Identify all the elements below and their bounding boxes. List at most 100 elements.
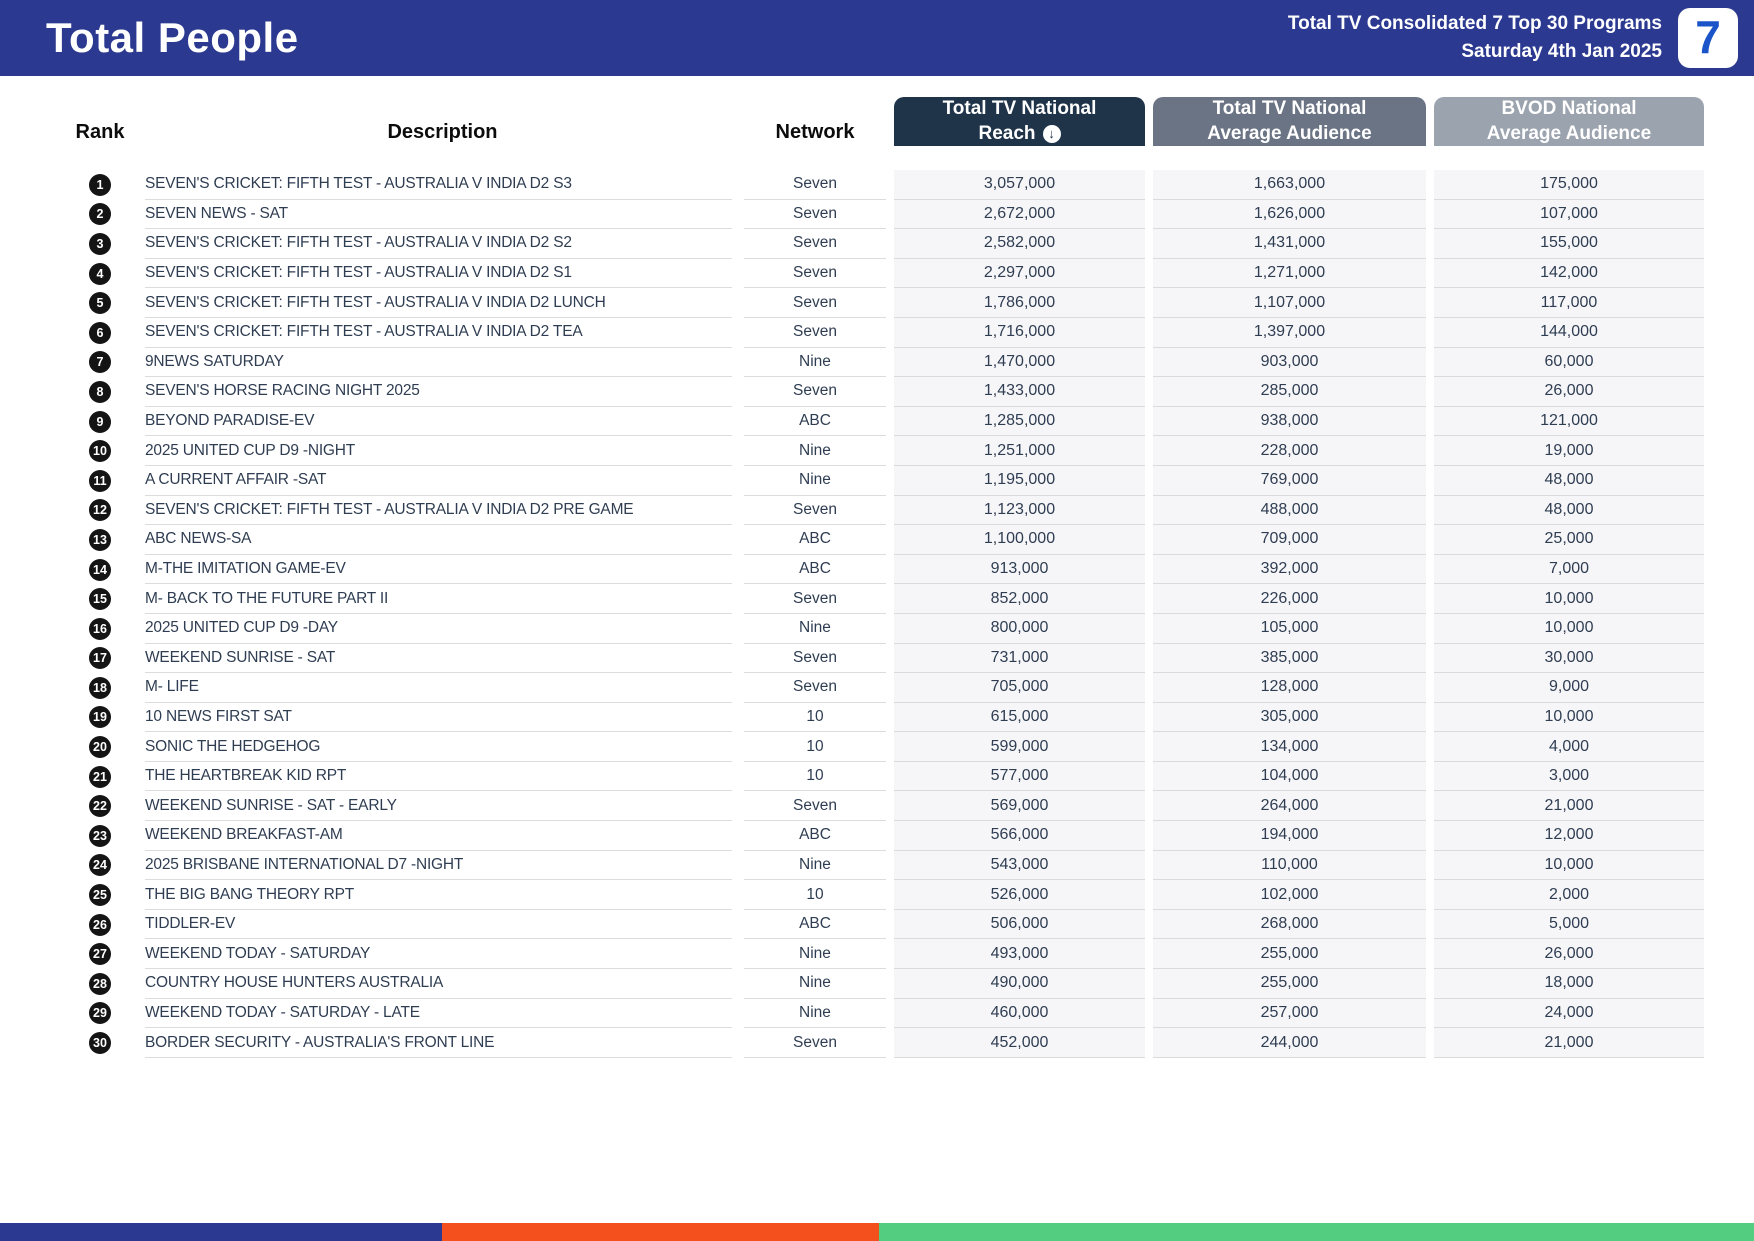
- rank-badge: 6: [89, 321, 111, 344]
- network-cell: Nine: [740, 999, 890, 1029]
- reach-cell: 1,786,000: [890, 288, 1149, 318]
- reach-cell: 2,582,000: [890, 229, 1149, 259]
- footer-bar-segment-blue: [0, 1223, 442, 1241]
- rank-badge: 18: [89, 676, 111, 699]
- bvod-audience-value: 60,000: [1434, 347, 1704, 378]
- description-cell: SEVEN'S CRICKET: FIFTH TEST - AUSTRALIA …: [145, 170, 740, 200]
- bvod-audience-value: 107,000: [1434, 199, 1704, 230]
- rank-badge: 24: [89, 854, 111, 877]
- bvod-audience-value: 155,000: [1434, 229, 1704, 259]
- network-cell: ABC: [740, 525, 890, 555]
- rank-cell: 28: [55, 969, 145, 999]
- network-cell: Seven: [740, 644, 890, 674]
- reach-value: 599,000: [894, 732, 1145, 762]
- bvod-cell: 9,000: [1430, 673, 1708, 703]
- bvod-header-line2: Average Audience: [1486, 122, 1652, 144]
- description-cell: BEYOND PARADISE-EV: [145, 407, 740, 437]
- bvod-column-header[interactable]: BVOD National Average Audience: [1434, 97, 1704, 147]
- network-value: Seven: [744, 229, 886, 259]
- program-description: BEYOND PARADISE-EV: [145, 407, 732, 437]
- avg-audience-value: 392,000: [1153, 554, 1426, 585]
- bvod-audience-value: 7,000: [1434, 554, 1704, 585]
- avg-audience-cell: 257,000: [1149, 998, 1430, 1029]
- reach-column-header[interactable]: Total TV National Reach ↓: [894, 97, 1145, 147]
- bvod-cell: 2,000: [1430, 880, 1708, 910]
- reach-column-header-cell: Total TV National Reach ↓: [890, 95, 1149, 170]
- avg-audience-value: 257,000: [1153, 998, 1426, 1029]
- reach-value: 1,100,000: [894, 525, 1145, 555]
- reach-cell: 1,195,000: [890, 465, 1149, 496]
- table-row: 16 2025 UNITED CUP D9 -DAY Nine 800,000 …: [55, 613, 1708, 644]
- network-cell: ABC: [740, 555, 890, 585]
- rank-badge: 1: [89, 173, 111, 196]
- description-cell: 2025 BRISBANE INTERNATIONAL D7 -NIGHT: [145, 851, 740, 881]
- bvod-audience-value: 10,000: [1434, 702, 1704, 733]
- program-description: SONIC THE HEDGEHOG: [145, 732, 732, 762]
- bvod-header-line1: BVOD National: [1501, 98, 1637, 119]
- network-column-header: Network: [775, 121, 855, 143]
- bvod-audience-value: 30,000: [1434, 643, 1704, 674]
- avg-audience-value: 385,000: [1153, 643, 1426, 674]
- avg-audience-column-header[interactable]: Total TV National Average Audience: [1153, 97, 1426, 147]
- program-description: SEVEN NEWS - SAT: [145, 200, 732, 230]
- rank-cell: 21: [55, 762, 145, 792]
- rank-badge: 21: [89, 765, 111, 788]
- network-cell: Seven: [740, 200, 890, 230]
- program-description: THE HEARTBREAK KID RPT: [145, 762, 732, 792]
- reach-value: 2,672,000: [894, 199, 1145, 230]
- rank-badge: 15: [89, 588, 111, 611]
- reach-cell: 569,000: [890, 791, 1149, 822]
- network-value: Seven: [744, 584, 886, 614]
- bvod-audience-value: 10,000: [1434, 613, 1704, 644]
- bvod-cell: 144,000: [1430, 317, 1708, 348]
- rank-cell: 13: [55, 525, 145, 555]
- reach-value: 460,000: [894, 998, 1145, 1029]
- bvod-cell: 26,000: [1430, 939, 1708, 970]
- program-description: SEVEN'S CRICKET: FIFTH TEST - AUSTRALIA …: [145, 170, 732, 200]
- rank-cell: 19: [55, 703, 145, 733]
- rank-cell: 2: [55, 200, 145, 230]
- bvod-audience-value: 10,000: [1434, 584, 1704, 614]
- bvod-cell: 121,000: [1430, 406, 1708, 437]
- report-subtitle: Total TV Consolidated 7 Top 30 Programs …: [1288, 10, 1662, 65]
- rank-badge: 30: [89, 1032, 111, 1055]
- description-cell: WEEKEND SUNRISE - SAT - EARLY: [145, 791, 740, 822]
- rank-cell: 8: [55, 377, 145, 407]
- avg-audience-cell: 102,000: [1149, 880, 1430, 910]
- program-description: A CURRENT AFFAIR -SAT: [145, 466, 732, 496]
- bvod-audience-value: 24,000: [1434, 998, 1704, 1029]
- description-cell: WEEKEND SUNRISE - SAT: [145, 644, 740, 674]
- program-description: M- BACK TO THE FUTURE PART II: [145, 584, 732, 614]
- bvod-cell: 60,000: [1430, 347, 1708, 378]
- network-cell: Seven: [740, 259, 890, 289]
- bvod-cell: 21,000: [1430, 1028, 1708, 1058]
- description-cell: SEVEN'S HORSE RACING NIGHT 2025: [145, 377, 740, 407]
- avg-audience-cell: 709,000: [1149, 525, 1430, 555]
- program-description: SEVEN'S CRICKET: FIFTH TEST - AUSTRALIA …: [145, 496, 732, 526]
- table-row: 23 WEEKEND BREAKFAST-AM ABC 566,000 194,…: [55, 821, 1708, 851]
- avg-audience-value: 1,397,000: [1153, 317, 1426, 348]
- description-cell: SEVEN'S CRICKET: FIFTH TEST - AUSTRALIA …: [145, 496, 740, 526]
- program-description: SEVEN'S CRICKET: FIFTH TEST - AUSTRALIA …: [145, 288, 732, 318]
- avg-audience-cell: 305,000: [1149, 702, 1430, 733]
- bvod-audience-value: 18,000: [1434, 969, 1704, 999]
- rank-cell: 7: [55, 348, 145, 378]
- bvod-cell: 7,000: [1430, 554, 1708, 585]
- avg-audience-value: 228,000: [1153, 436, 1426, 466]
- description-column-header: Description: [387, 121, 498, 143]
- avg-audience-value: 903,000: [1153, 347, 1426, 378]
- avg-audience-value: 264,000: [1153, 791, 1426, 822]
- reach-value: 1,433,000: [894, 377, 1145, 407]
- network-value: Seven: [744, 288, 886, 318]
- reach-cell: 460,000: [890, 998, 1149, 1029]
- avg-audience-value: 1,271,000: [1153, 258, 1426, 289]
- rank-badge: 8: [89, 380, 111, 403]
- bvod-cell: 107,000: [1430, 199, 1708, 230]
- bvod-cell: 24,000: [1430, 998, 1708, 1029]
- avg-audience-cell: 105,000: [1149, 613, 1430, 644]
- table-row: 2 SEVEN NEWS - SAT Seven 2,672,000 1,626…: [55, 199, 1708, 230]
- avg-audience-cell: 903,000: [1149, 347, 1430, 378]
- rank-cell: 25: [55, 880, 145, 910]
- sort-descending-icon[interactable]: ↓: [1042, 125, 1061, 144]
- table-row: 26 TIDDLER-EV ABC 506,000 268,000 5,000: [55, 909, 1708, 940]
